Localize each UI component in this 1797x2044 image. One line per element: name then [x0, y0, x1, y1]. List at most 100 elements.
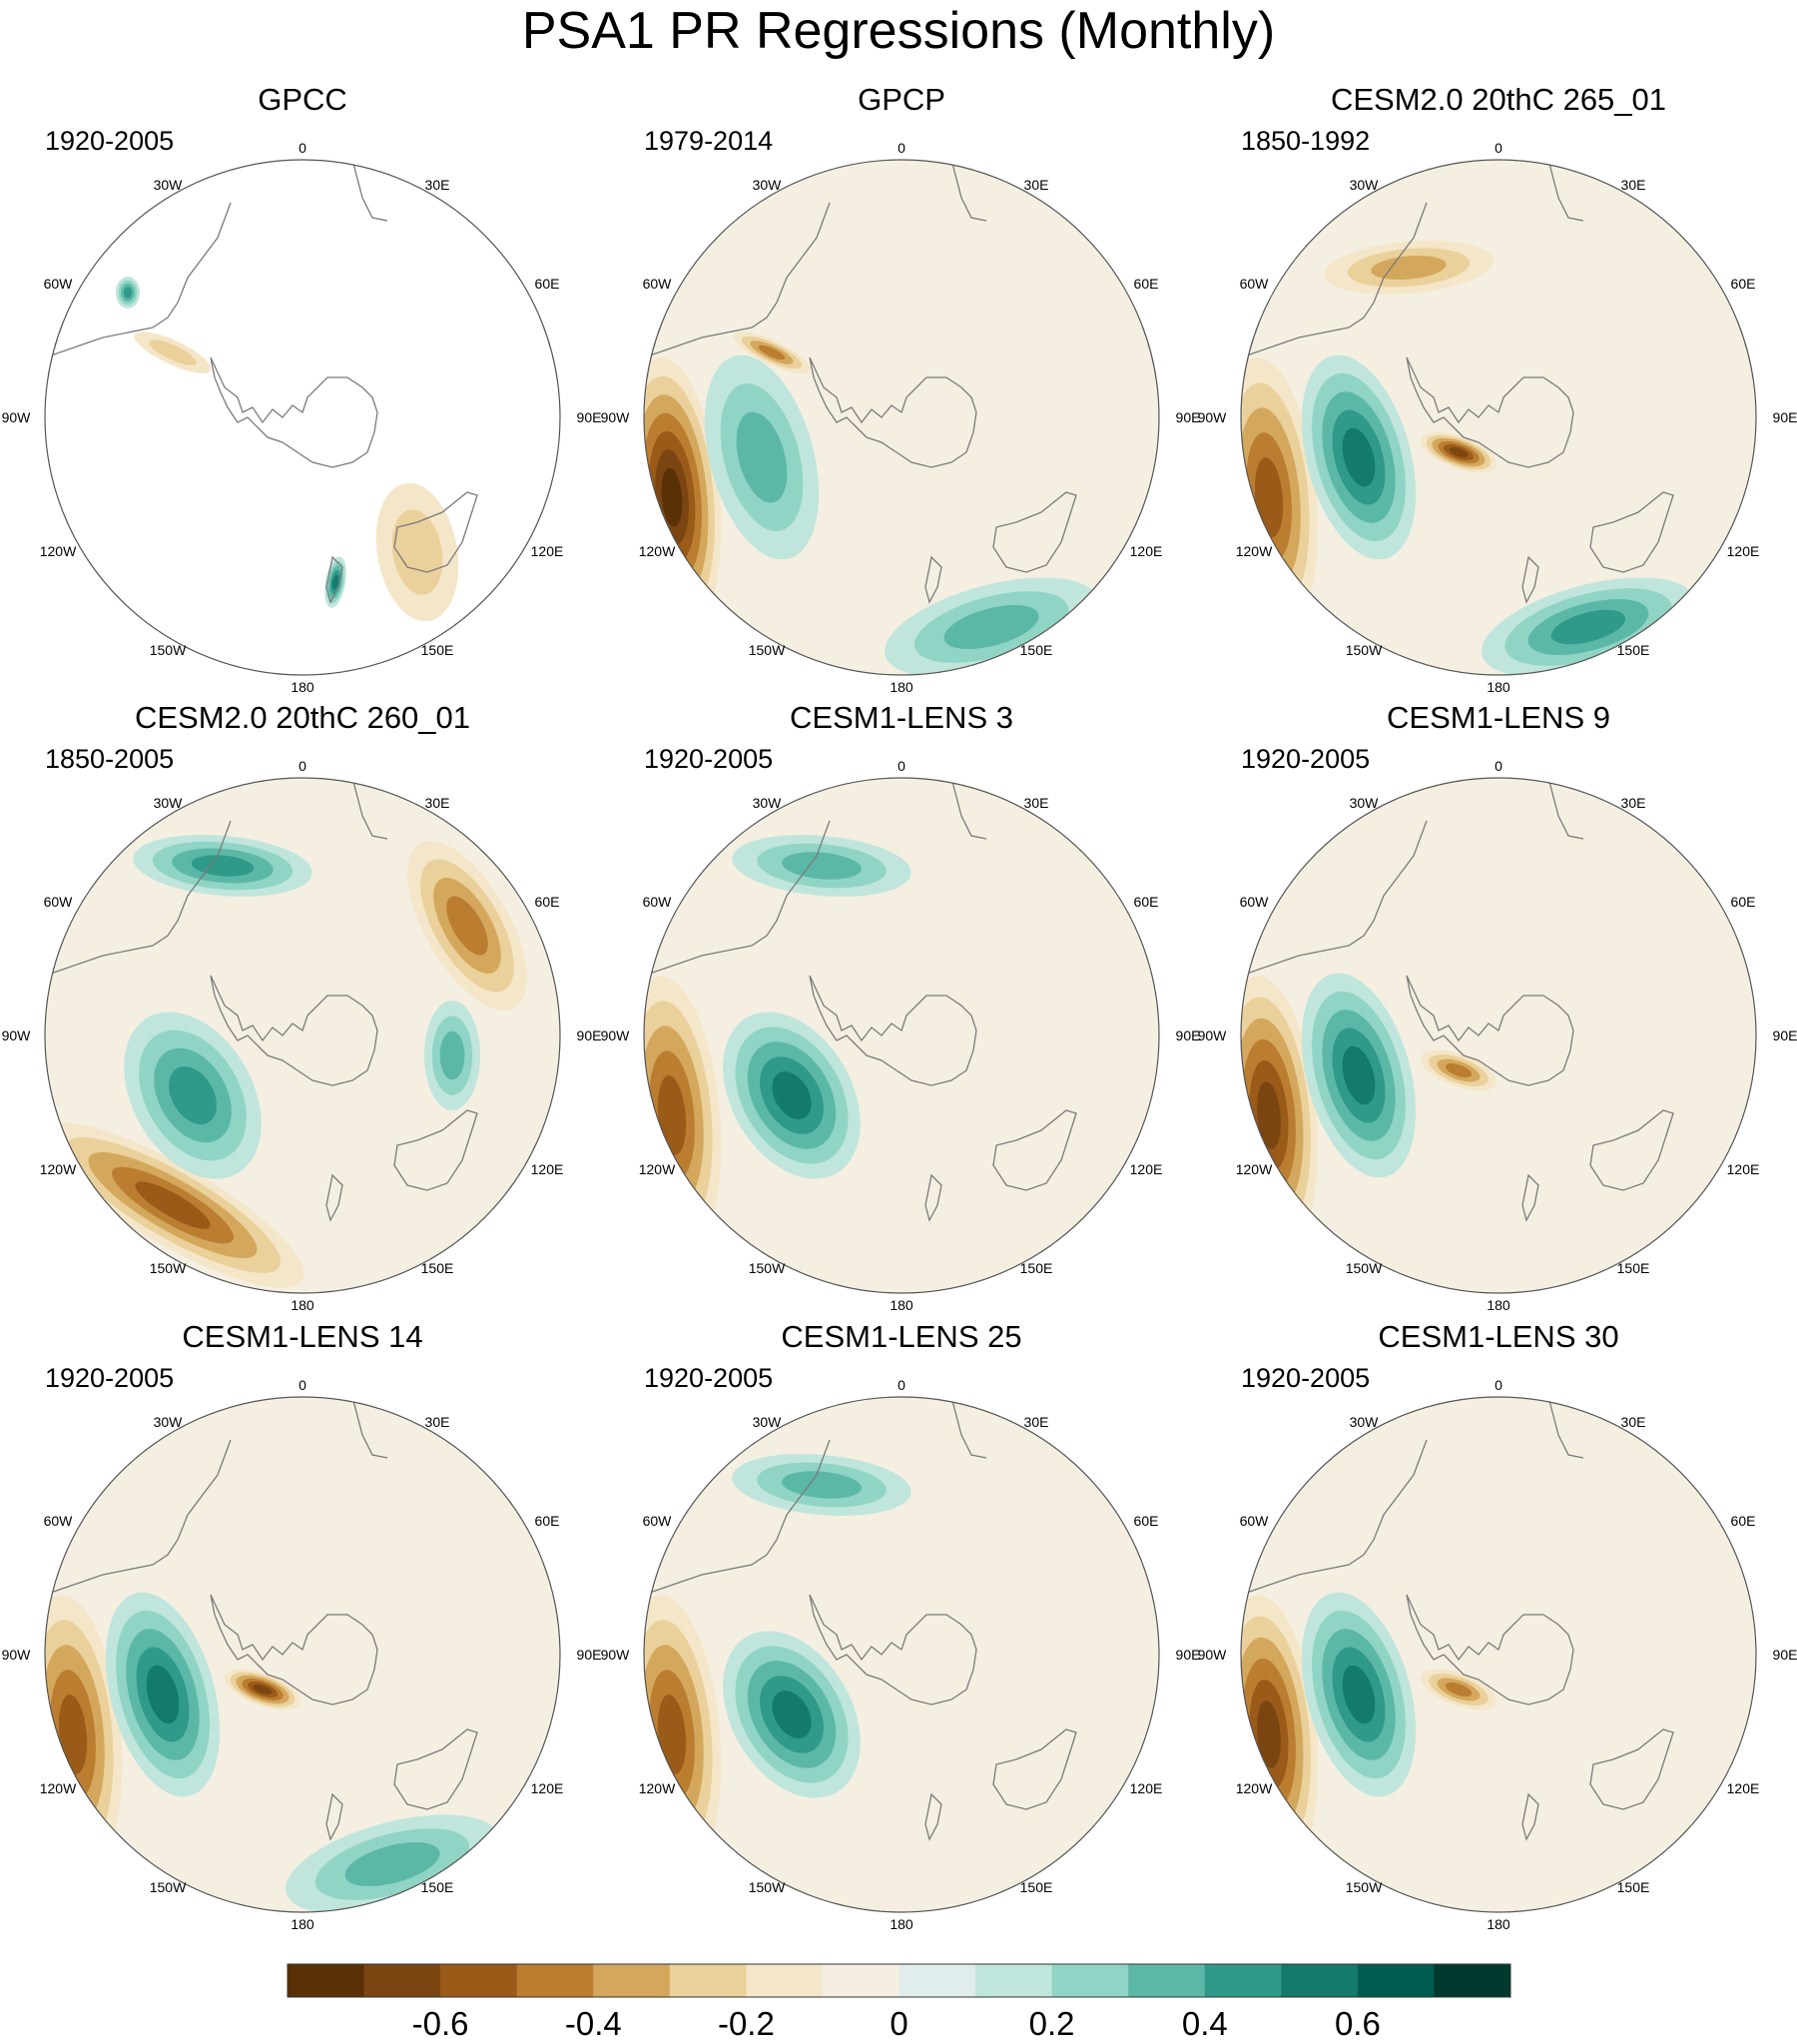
- panel-period: 1920-2005: [45, 126, 174, 156]
- new-zealand-coast: [325, 1792, 343, 1841]
- background-field: [644, 1397, 1159, 1912]
- longitude-label: 30E: [1621, 795, 1646, 811]
- anomaly-blob: [1421, 1049, 1497, 1091]
- australia-coast: [992, 491, 1077, 573]
- contour-level: [772, 1071, 812, 1119]
- coastlines: [45, 1397, 478, 1841]
- longitude-label: 150E: [421, 1879, 454, 1895]
- anomaly-blob: [1301, 1592, 1417, 1797]
- longitude-label: 120E: [1727, 543, 1760, 559]
- longitude-label: 0: [1495, 140, 1502, 156]
- colorbar-swatch: [1434, 1964, 1511, 1997]
- longitude-label: 120W: [40, 543, 77, 559]
- background-field: [644, 778, 1159, 1293]
- south-america-coast: [45, 820, 232, 977]
- contour-level: [1445, 1682, 1473, 1698]
- longitude-label: 120W: [1236, 1161, 1273, 1177]
- longitude-label: 60E: [535, 1513, 560, 1529]
- contour-level: [253, 1685, 273, 1695]
- longitude-label: 0: [299, 758, 306, 774]
- longitude-label: 60W: [1240, 894, 1270, 910]
- contour-level: [1550, 609, 1626, 645]
- panel-title: GPCC: [258, 82, 347, 117]
- contour-level: [758, 344, 786, 360]
- africa-coast: [351, 778, 388, 840]
- longitude-label: 150E: [421, 642, 454, 658]
- longitude-label: 90W: [2, 1647, 32, 1663]
- longitude-label: 0: [1495, 1377, 1502, 1393]
- colorbar-swatch: [1281, 1964, 1359, 1997]
- longitude-label: 30W: [154, 795, 184, 811]
- australia-coast: [992, 1109, 1077, 1191]
- panel-title: CESM1-LENS 14: [182, 1319, 422, 1354]
- contour-level: [782, 1471, 862, 1499]
- longitude-label: 90E: [1773, 409, 1797, 425]
- longitude-label: 150W: [1346, 642, 1383, 658]
- longitude-label: 60W: [1240, 276, 1270, 292]
- map-panels: 0 30E 60E 90E 120E 150E 180 150W 120W 90W 60W 30W GP…: [2, 82, 1797, 1932]
- anomaly-blob: [733, 332, 811, 373]
- longitude-label: 150W: [749, 1260, 786, 1276]
- contour-level: [123, 287, 133, 299]
- coastlines: [1241, 778, 1674, 1222]
- longitude-label: 90W: [601, 1647, 631, 1663]
- coastlines: [45, 778, 478, 1222]
- new-zealand-coast: [325, 1173, 343, 1222]
- new-zealand-coast: [1521, 555, 1539, 604]
- longitude-label: 0: [299, 140, 306, 156]
- longitude-label: 90E: [1176, 1027, 1201, 1043]
- longitude-label: 90E: [1176, 409, 1201, 425]
- longitude-label: 60W: [44, 1513, 74, 1529]
- longitude-label: 150W: [749, 1879, 786, 1895]
- anomaly-blob: [116, 277, 140, 309]
- colorbar-label: 0: [890, 2005, 907, 2042]
- longitude-label: 30W: [753, 795, 783, 811]
- map-panel: 0 30E 60E 90E 120E 150E 180 150W 120W 90W 60W 30W CE…: [1198, 1319, 1797, 1932]
- new-zealand-coast: [1521, 1792, 1539, 1841]
- longitude-label: 150W: [150, 1260, 187, 1276]
- colorbar-frame: [287, 1963, 1511, 1998]
- longitude-label: 90W: [601, 1027, 631, 1043]
- longitude-label: 30E: [1024, 795, 1049, 811]
- coastlines: [1241, 160, 1674, 604]
- longitude-label: 30W: [753, 177, 783, 193]
- panel-period: 1920-2005: [1241, 1363, 1370, 1393]
- longitude-label: 150E: [1020, 1879, 1053, 1895]
- anomaly-blob: [407, 841, 527, 1011]
- contour-level: [149, 340, 197, 365]
- longitude-label: 180: [291, 1297, 314, 1313]
- longitude-label: 180: [890, 1297, 913, 1313]
- africa-coast: [950, 1397, 987, 1459]
- longitude-label: 0: [898, 140, 905, 156]
- longitude-label: 120W: [1236, 543, 1273, 559]
- colorbar-label: -0.2: [718, 2005, 775, 2042]
- panel-period: 1920-2005: [45, 1363, 174, 1393]
- longitude-label: 90W: [1198, 1027, 1228, 1043]
- longitude-label: 180: [1487, 1297, 1510, 1313]
- precip-field: [1241, 160, 1756, 675]
- longitude-label: 30W: [1350, 1414, 1380, 1430]
- contour-level: [1371, 255, 1447, 281]
- antarctica-coast: [210, 1594, 378, 1705]
- map-panel: 0 30E 60E 90E 120E 150E 180 150W 120W 90W 60W 30W CE…: [1198, 700, 1797, 1313]
- africa-coast: [351, 1397, 388, 1459]
- contour-level: [1257, 1081, 1281, 1149]
- longitude-label: 60W: [44, 276, 74, 292]
- contour-level: [344, 1841, 440, 1887]
- longitude-label: 90W: [1198, 409, 1228, 425]
- australia-coast: [393, 1728, 478, 1810]
- longitude-label: 90E: [577, 1647, 602, 1663]
- south-america-coast: [45, 1439, 232, 1596]
- colorbar-swatch: [288, 1964, 365, 1997]
- contour-level: [331, 574, 339, 590]
- longitude-label: 90W: [601, 409, 631, 425]
- coastlines: [644, 160, 1077, 604]
- longitude-label: 60W: [44, 894, 74, 910]
- precip-field: [45, 778, 560, 1293]
- longitude-label: 150W: [1346, 1879, 1383, 1895]
- anomaly-blob: [1421, 1669, 1497, 1710]
- colorbar-swatch: [746, 1964, 824, 1997]
- contour-level: [736, 411, 788, 503]
- contour-level: [1342, 427, 1376, 487]
- map-panel: 0 30E 60E 90E 120E 150E 180 150W 120W 90W 60W 30W CE…: [601, 700, 1201, 1313]
